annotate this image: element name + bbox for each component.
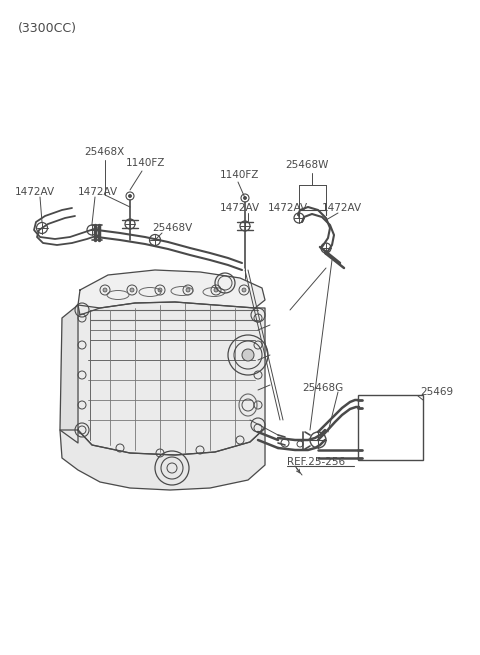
Polygon shape <box>78 302 265 455</box>
Bar <box>358 395 423 460</box>
Circle shape <box>130 288 134 292</box>
Circle shape <box>242 288 246 292</box>
Polygon shape <box>60 428 265 490</box>
Text: REF.25-256: REF.25-256 <box>287 457 345 467</box>
Text: 1472AV: 1472AV <box>78 187 118 197</box>
Circle shape <box>129 195 132 198</box>
Text: 1140FZ: 1140FZ <box>126 158 166 168</box>
Polygon shape <box>78 270 265 315</box>
Text: 25468W: 25468W <box>285 160 328 170</box>
Circle shape <box>242 349 254 361</box>
Circle shape <box>186 288 190 292</box>
Circle shape <box>243 196 247 200</box>
Text: 1472AV: 1472AV <box>220 203 260 213</box>
Text: 25468X: 25468X <box>84 147 124 157</box>
Circle shape <box>214 288 218 292</box>
Text: 1140FZ: 1140FZ <box>220 170 259 180</box>
Text: 1472AV: 1472AV <box>268 203 308 213</box>
Text: 1472AV: 1472AV <box>15 187 55 197</box>
Circle shape <box>158 288 162 292</box>
Polygon shape <box>60 305 78 443</box>
Text: (3300CC): (3300CC) <box>18 22 77 35</box>
Circle shape <box>103 288 107 292</box>
Text: 25468V: 25468V <box>152 223 192 233</box>
Text: 25469: 25469 <box>420 387 453 397</box>
Text: 1472AV: 1472AV <box>322 203 362 213</box>
Text: 25468G: 25468G <box>302 383 343 393</box>
